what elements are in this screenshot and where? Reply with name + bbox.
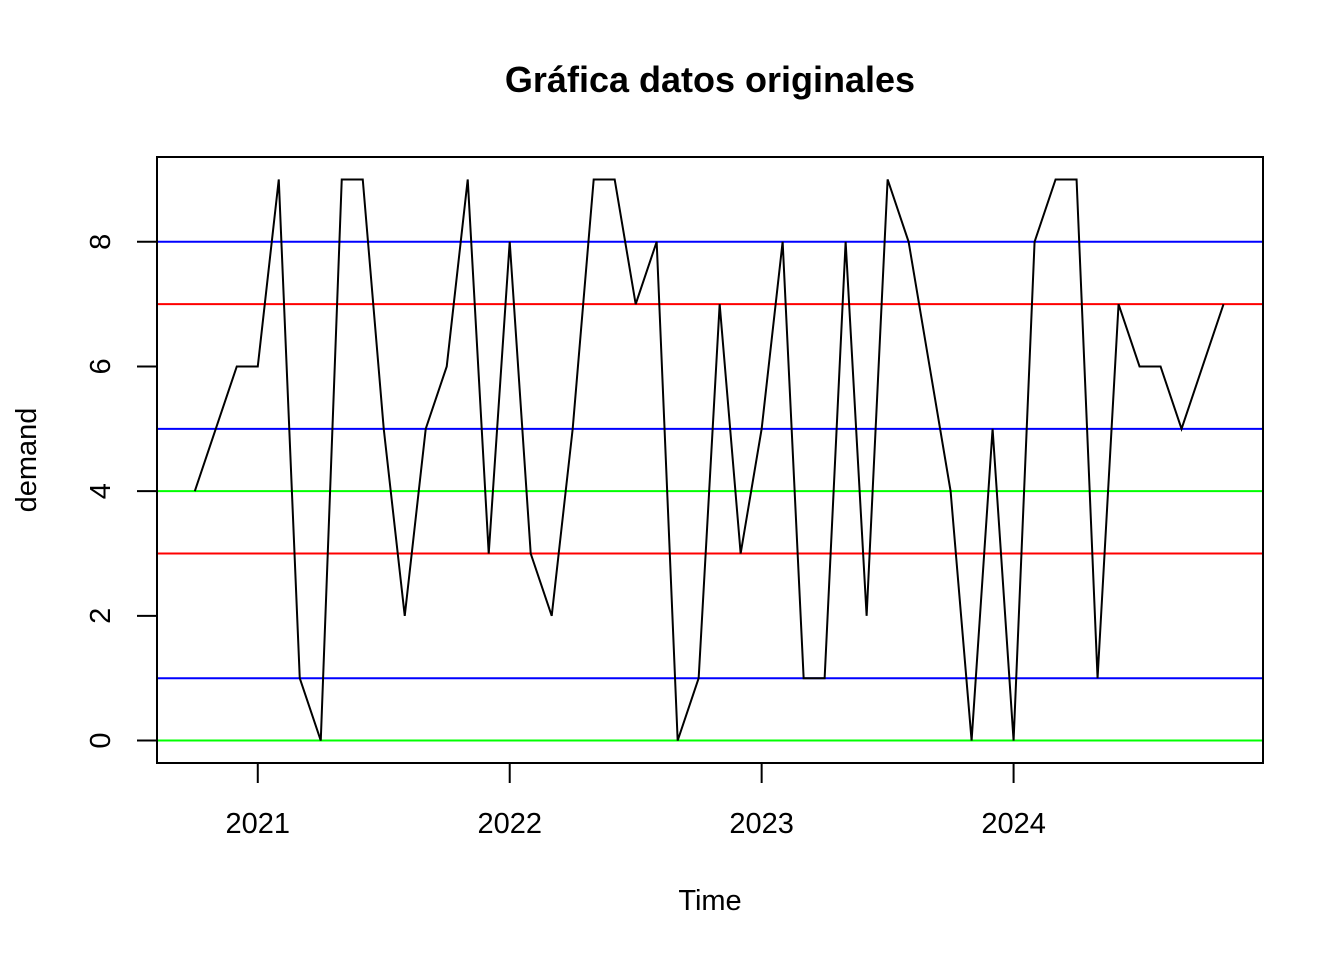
y-tick-label-1: 2 — [85, 608, 117, 624]
x-tick-label-0: 2021 — [226, 808, 291, 840]
x-tick-label-1: 2022 — [477, 808, 542, 840]
reference-lines — [157, 240, 1263, 742]
y-axis-label: demand — [11, 408, 43, 513]
y-tick-label-3: 6 — [85, 358, 117, 374]
x-tick-label-3: 2024 — [981, 808, 1046, 840]
x-axis: 2021 2022 2023 2024 — [226, 762, 1046, 840]
x-axis-label: Time — [678, 885, 741, 917]
y-tick-label-0: 0 — [85, 732, 117, 748]
chart-title: Gráfica datos originales — [505, 59, 915, 100]
x-tick-label-2: 2023 — [729, 808, 794, 840]
y-tick-label-4: 8 — [85, 234, 117, 250]
series-line-0 — [193, 178, 1225, 741]
y-tick-label-2: 4 — [85, 483, 117, 499]
y-axis: 0 2 4 6 8 — [85, 234, 158, 749]
series-group — [193, 178, 1225, 741]
